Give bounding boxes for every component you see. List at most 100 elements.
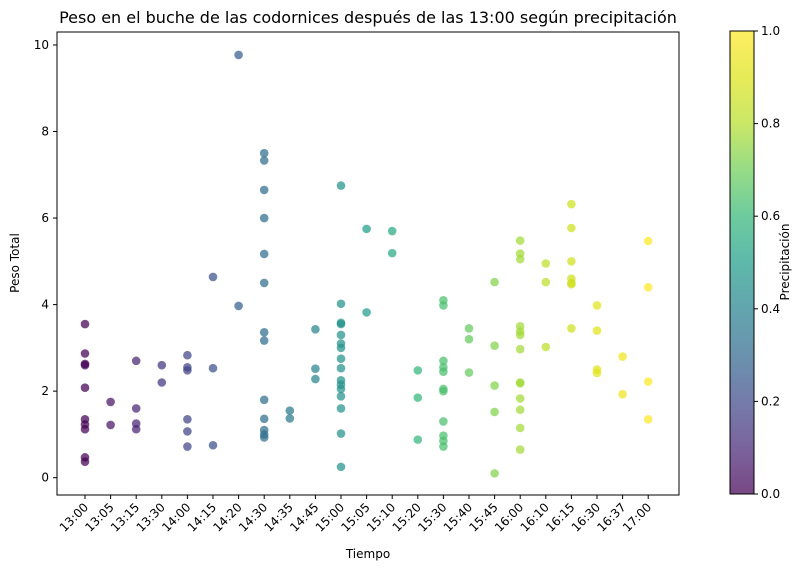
scatter-point — [259, 148, 269, 158]
scatter-point — [183, 427, 192, 436]
scatter-point — [336, 384, 346, 394]
colorbar-tick-label: 0.2 — [761, 394, 780, 408]
colorbar-label: Precipitación — [778, 224, 792, 301]
scatter-point — [439, 301, 448, 310]
x-tick-label: 17:00 — [620, 500, 654, 534]
scatter-point — [490, 469, 499, 478]
scatter-point — [259, 395, 269, 405]
scatter-point — [541, 342, 551, 352]
scatter-point — [515, 330, 525, 340]
scatter-point — [515, 236, 525, 245]
scatter-point — [208, 272, 218, 282]
scatter-point — [183, 366, 192, 375]
scatter-point — [643, 377, 653, 386]
scatter-point — [106, 397, 115, 407]
y-axis: 0 2 4 6 8 10 — [34, 38, 57, 485]
scatter-point — [592, 301, 602, 310]
y-tick-label: 8 — [41, 125, 49, 139]
scatter-point — [208, 363, 218, 373]
scatter-point — [336, 363, 346, 373]
scatter-point — [618, 352, 627, 361]
scatter-point — [567, 257, 576, 266]
scatter-point — [490, 277, 499, 287]
colorbar-tick-label: 0.4 — [761, 302, 780, 316]
scatter-point — [80, 349, 90, 358]
scatter-point — [362, 224, 371, 234]
scatter-point — [490, 407, 499, 417]
scatter-point — [387, 226, 397, 236]
colorbar-gradient — [729, 30, 755, 495]
scatter-point — [80, 360, 90, 370]
scatter-point — [592, 326, 602, 335]
colorbar-tick-label: 0.0 — [761, 487, 780, 501]
scatter-point — [515, 254, 525, 264]
scatter-point — [131, 356, 141, 366]
y-tick-label: 2 — [41, 384, 49, 398]
scatter-point — [311, 324, 320, 334]
scatter-points — [80, 50, 653, 478]
scatter-point — [643, 236, 653, 246]
y-tick-label: 6 — [41, 211, 49, 225]
scatter-point — [336, 319, 346, 329]
chart-title: Peso en el buche de las codornices despu… — [59, 8, 677, 27]
scatter-point — [439, 442, 448, 451]
scatter-point — [106, 420, 115, 430]
scatter-point — [183, 414, 192, 424]
scatter-point — [311, 374, 320, 384]
plot-frame — [56, 31, 680, 496]
colorbar-tick-label: 0.6 — [761, 209, 780, 223]
scatter-point — [259, 249, 269, 259]
scatter-point — [567, 223, 576, 233]
scatter-point — [413, 366, 423, 375]
scatter-point — [490, 341, 499, 351]
scatter-point — [515, 379, 525, 388]
x-axis-label: Tiempo — [345, 547, 390, 561]
scatter-point — [131, 404, 141, 413]
scatter-point — [234, 301, 243, 311]
scatter-point — [285, 406, 295, 415]
scatter-point — [336, 429, 346, 438]
scatter-point — [80, 319, 90, 329]
scatter-point — [259, 414, 269, 424]
scatter-point — [567, 199, 576, 209]
scatter-point — [157, 378, 167, 387]
scatter-point — [336, 343, 346, 353]
scatter-point — [515, 394, 525, 403]
scatter-point — [336, 392, 346, 401]
scatter-point — [541, 277, 551, 287]
scatter-point — [259, 278, 269, 288]
scatter-point — [259, 433, 269, 442]
scatter-point — [259, 336, 269, 345]
scatter-point — [259, 213, 269, 223]
scatter-point — [131, 424, 141, 434]
colorbar-tick-label: 1.0 — [761, 24, 780, 38]
scatter-point — [311, 364, 320, 373]
y-axis-label: Peso Total — [8, 233, 22, 293]
scatter-point — [387, 248, 397, 258]
scatter-point — [515, 344, 525, 354]
scatter-point — [567, 279, 576, 289]
colorbar-ticks: 0.0 0.2 0.4 0.6 0.8 1.0 — [754, 24, 780, 501]
scatter-point — [208, 440, 218, 450]
scatter-point — [439, 417, 448, 426]
scatter-point — [80, 424, 90, 434]
scatter-point — [592, 368, 602, 378]
y-tick-label: 10 — [34, 38, 49, 52]
scatter-point — [464, 368, 474, 377]
scatter-point — [157, 360, 167, 370]
scatter-point — [80, 383, 90, 392]
scatter-point — [464, 334, 474, 344]
scatter-point — [183, 350, 192, 360]
scatter-point — [336, 299, 346, 309]
scatter-point — [259, 328, 269, 337]
scatter-point — [80, 457, 90, 466]
y-tick-label: 0 — [41, 471, 49, 485]
scatter-point — [413, 435, 423, 444]
colorbar-tick-label: 0.8 — [761, 117, 780, 131]
scatter-point — [336, 462, 346, 472]
scatter-point — [643, 414, 653, 424]
scatter-point — [234, 50, 243, 60]
scatter-point — [643, 282, 653, 292]
scatter-point — [362, 308, 371, 317]
colorbar: 0.0 0.2 0.4 0.6 0.8 1.0 Precipitación — [729, 24, 792, 501]
